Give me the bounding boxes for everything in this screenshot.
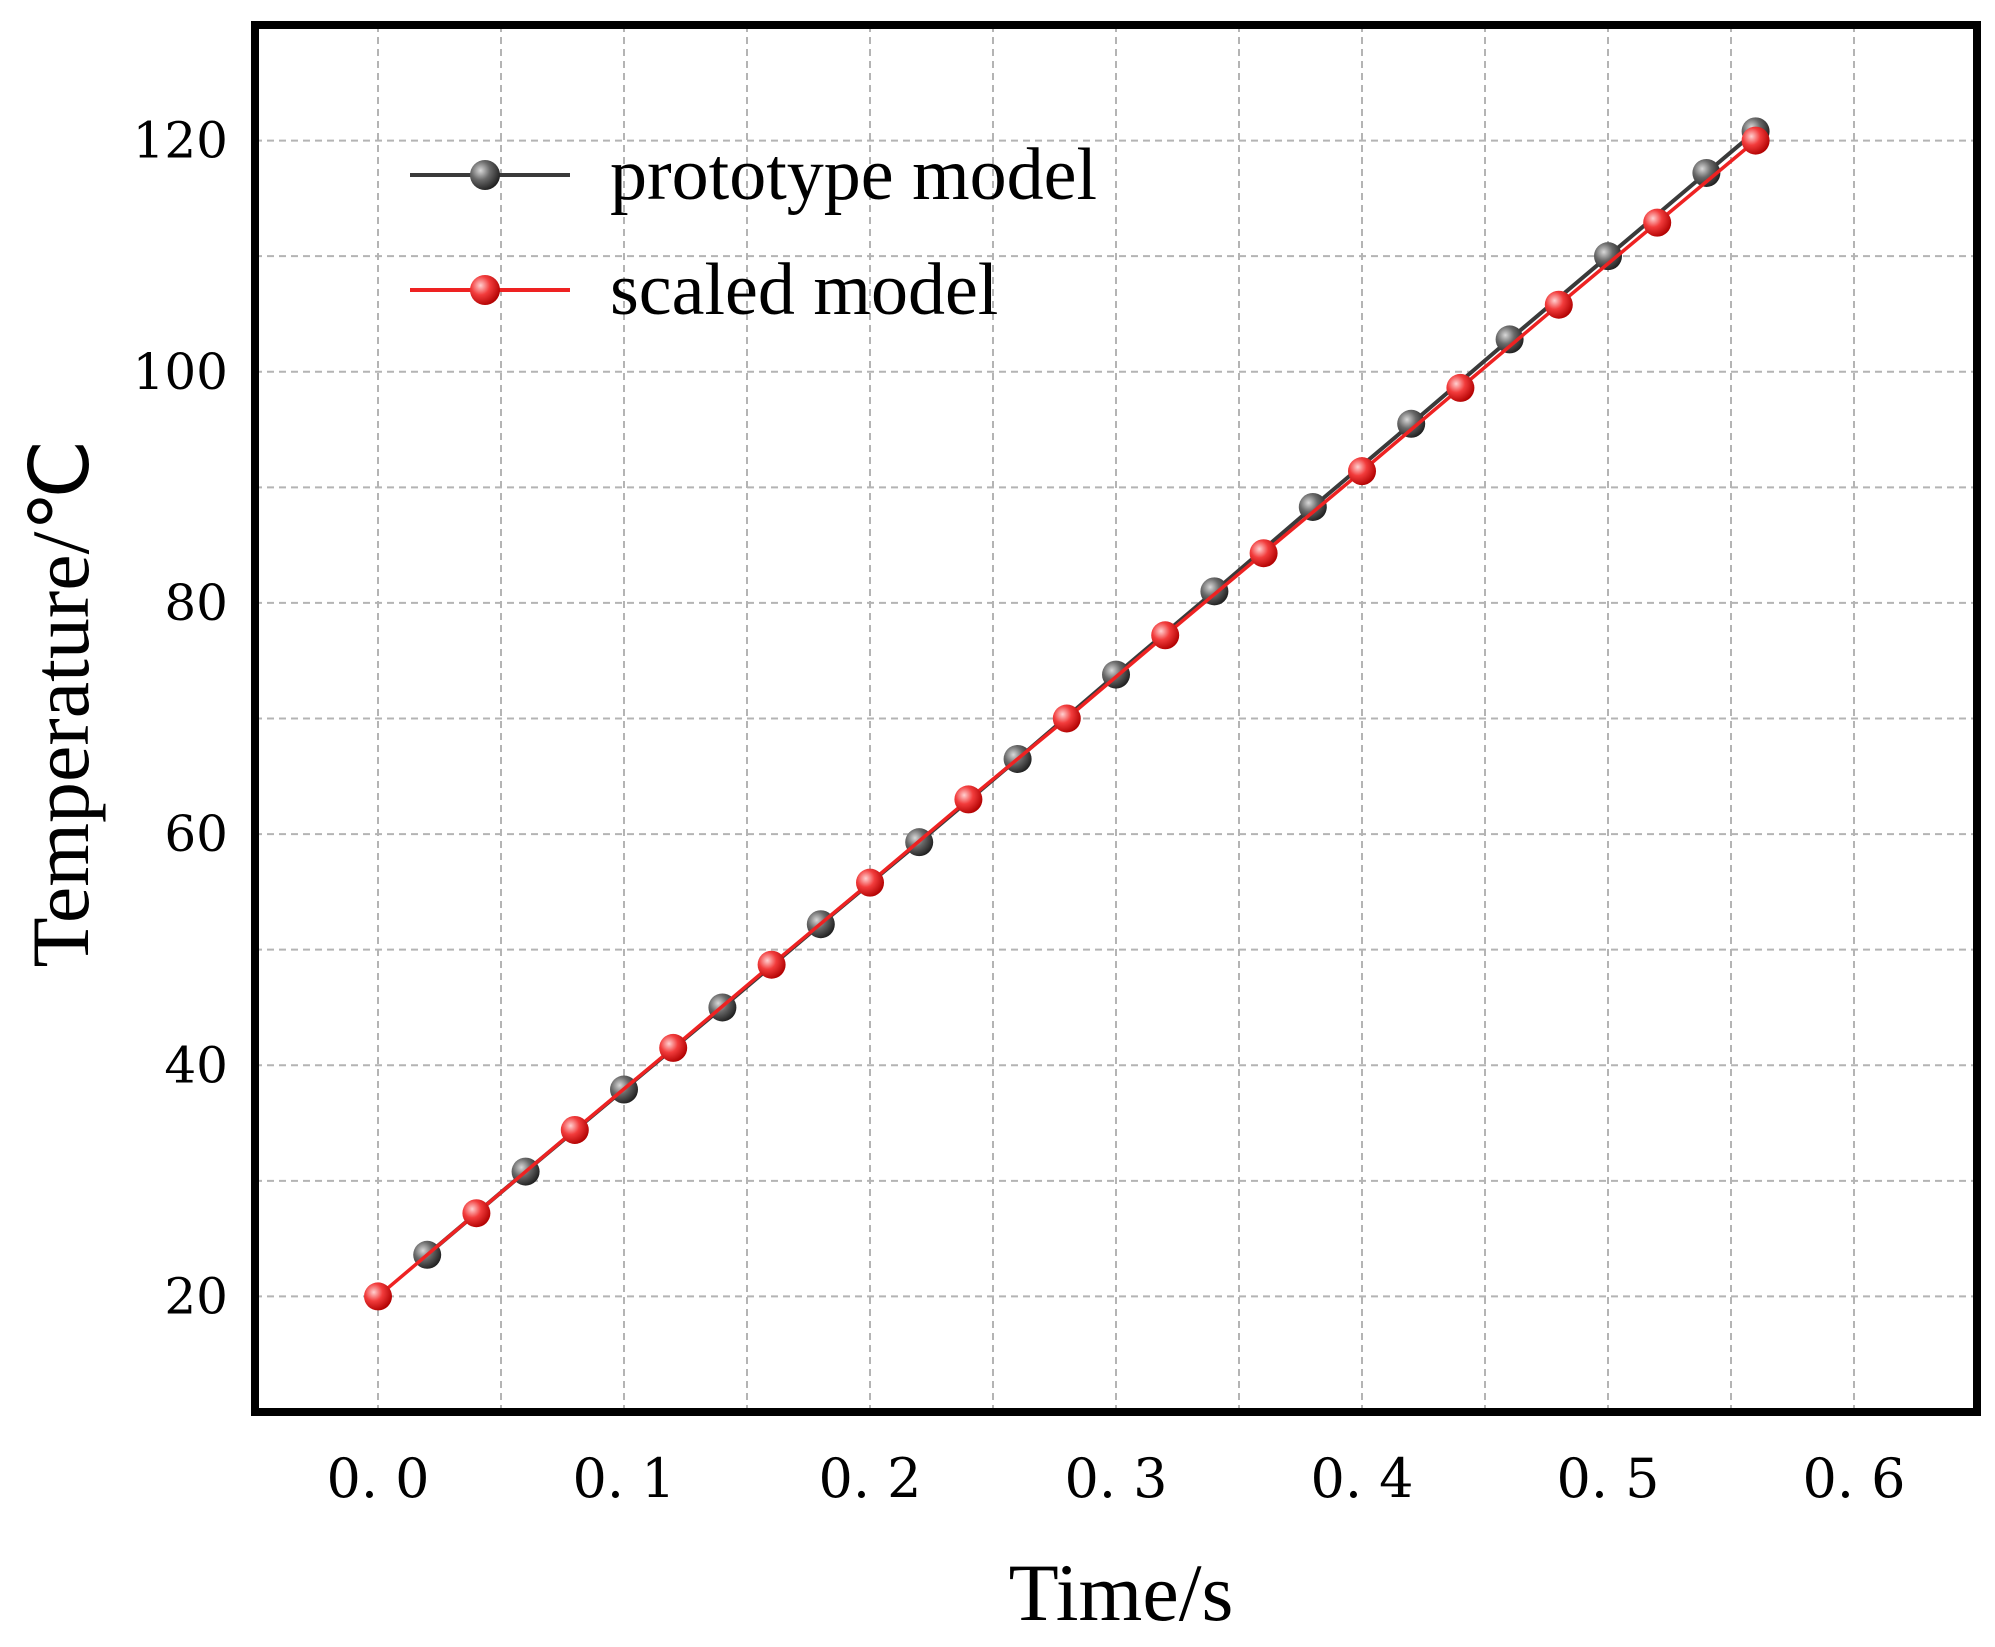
x-tick-label: 0. 3 bbox=[1064, 1447, 1167, 1510]
plot-frame bbox=[251, 21, 1981, 1416]
x-tick-label: 0. 0 bbox=[326, 1447, 429, 1510]
x-tick-label: 0. 2 bbox=[818, 1447, 921, 1510]
data-point-prototype-model bbox=[1692, 158, 1721, 187]
data-point-scaled-model bbox=[1348, 457, 1376, 486]
data-point-scaled-model bbox=[1052, 704, 1081, 733]
data-point-scaled-model bbox=[1544, 290, 1573, 319]
y-tick-label: 60 bbox=[164, 805, 228, 863]
data-point-scaled-model bbox=[659, 1033, 688, 1062]
data-point-scaled-model bbox=[462, 1199, 491, 1228]
data-point-scaled-model bbox=[364, 1282, 392, 1311]
data-point-prototype-model bbox=[1495, 325, 1524, 354]
data-point-prototype-model bbox=[1397, 409, 1426, 438]
x-axis-title: Time/s bbox=[1009, 1547, 1234, 1638]
grid bbox=[255, 25, 1977, 1412]
y-tick-label: 120 bbox=[133, 112, 228, 170]
x-tick-label: 0. 4 bbox=[1310, 1447, 1413, 1510]
data-point-scaled-model bbox=[1249, 539, 1278, 568]
data-point-scaled-model bbox=[1446, 373, 1475, 402]
data-point-scaled-model bbox=[1741, 126, 1770, 155]
data-point-scaled-model bbox=[1643, 208, 1672, 237]
tick-labels: 20 40 60 80 100 120 0. 0 0. 1 0. 2 0. 3 0. 4 0. 5 0.… bbox=[133, 112, 1906, 1510]
data-point-prototype-model bbox=[1298, 492, 1327, 521]
x-tick-label: 0. 6 bbox=[1802, 1447, 1905, 1510]
y-tick-label: 40 bbox=[164, 1036, 228, 1094]
data-point-scaled-model bbox=[560, 1115, 589, 1144]
legend-label-prototype-model: prototype model bbox=[610, 134, 1097, 216]
series-layer bbox=[364, 117, 1770, 1311]
y-axis-title: Temperature/℃ bbox=[15, 440, 106, 968]
series-scaled-model bbox=[364, 126, 1770, 1311]
data-point-scaled-model bbox=[1151, 621, 1180, 650]
x-tick-label: 0. 5 bbox=[1556, 1447, 1659, 1510]
x-tick-label: 0. 1 bbox=[572, 1447, 675, 1510]
y-tick-label: 20 bbox=[164, 1267, 228, 1325]
data-point-scaled-model bbox=[856, 868, 884, 897]
y-tick-label: 80 bbox=[164, 574, 228, 632]
data-point-scaled-model bbox=[954, 785, 983, 814]
legend-marker-prototype-model bbox=[470, 160, 500, 190]
legend-marker-scaled-model bbox=[470, 275, 500, 305]
data-point-prototype-model bbox=[1594, 242, 1622, 271]
legend: prototype model scaled model bbox=[410, 134, 1097, 331]
y-tick-label: 100 bbox=[133, 343, 228, 401]
data-point-scaled-model bbox=[757, 950, 786, 979]
legend-label-scaled-model: scaled model bbox=[610, 249, 998, 331]
